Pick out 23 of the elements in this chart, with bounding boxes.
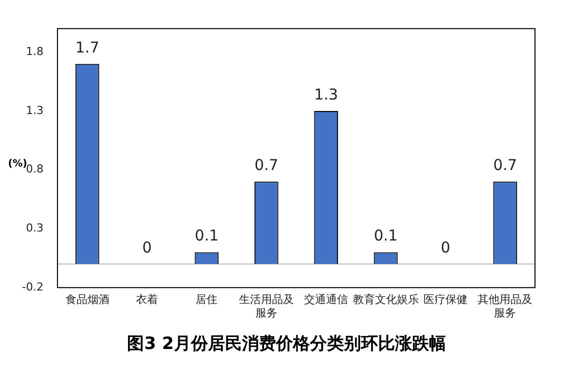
x-tick-label: 食品烟酒 xyxy=(65,293,110,306)
x-tick-label: 居住 xyxy=(196,293,218,306)
text: 图3 2月份居民消费价格分类别环比涨跌幅 xyxy=(126,333,447,355)
data-label: 0 xyxy=(142,238,152,256)
y-tick-label: 0.8 xyxy=(26,162,44,176)
data-label: 0 xyxy=(440,238,450,256)
x-tick-label: 教育文化娱乐 xyxy=(352,293,419,306)
x-tick-label: 其他用品及服务 xyxy=(478,293,533,320)
data-label: 1.3 xyxy=(314,85,338,104)
x-tick-label: 交通通信 xyxy=(304,293,348,306)
data-label: 0.1 xyxy=(374,226,398,245)
y-tick-label: 0.3 xyxy=(26,222,44,235)
data-label: 0.7 xyxy=(493,156,518,174)
data-label: 1.7 xyxy=(75,38,100,56)
y-axis-title: (%) xyxy=(8,158,28,170)
x-tick-label: 生活用品及服务 xyxy=(238,293,294,320)
data-label: 0.1 xyxy=(194,226,219,245)
y-tick-label: 1.3 xyxy=(26,104,44,117)
x-tick-label: 医疗保健 xyxy=(423,293,468,306)
data-label: 0.7 xyxy=(254,156,278,174)
x-tick-label: 衣着 xyxy=(136,293,158,306)
y-tick-label: -0.2 xyxy=(22,280,44,294)
y-tick-label: 1.8 xyxy=(26,45,44,58)
